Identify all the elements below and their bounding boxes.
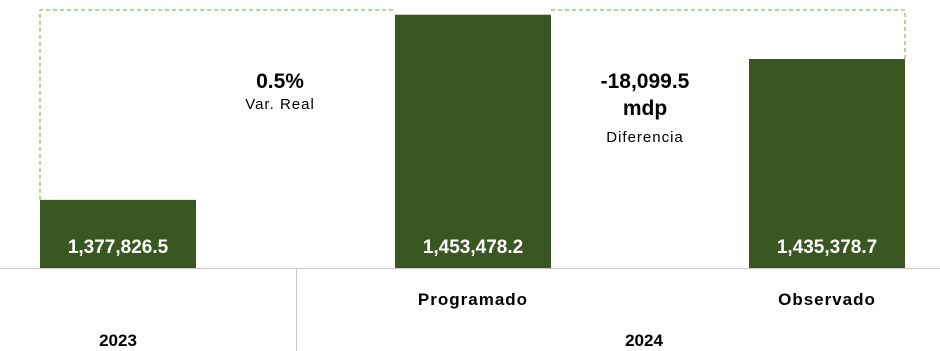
diferencia-label: Diferencia [606,129,684,146]
diferencia-annotation: -18,099.5 mdp Diferencia [570,68,720,148]
var-real-annotation: 0.5% Var. Real [225,68,335,115]
var-real-value: 0.5% [256,70,304,93]
value-label-observado: 1,435,378.7 [777,237,877,258]
diferencia-value-line2: mdp [622,97,668,120]
connector-left [39,9,395,200]
group-label-2023: 2023 [99,331,137,350]
value-label-programado: 1,453,478.2 [423,237,523,258]
x-tick-label-observado: Observado [778,290,876,309]
bar-2023 [40,199,196,268]
bar-observado [749,59,905,268]
bar-programado [395,14,551,268]
group-label-2024: 2024 [625,331,663,350]
value-label-2023: 1,377,826.5 [68,237,169,258]
diferencia-value-line1: -18,099.5 [600,70,690,93]
x-tick-label-programado: Programado [418,290,528,309]
var-real-label: Var. Real [245,96,315,113]
connector-right [551,9,906,60]
